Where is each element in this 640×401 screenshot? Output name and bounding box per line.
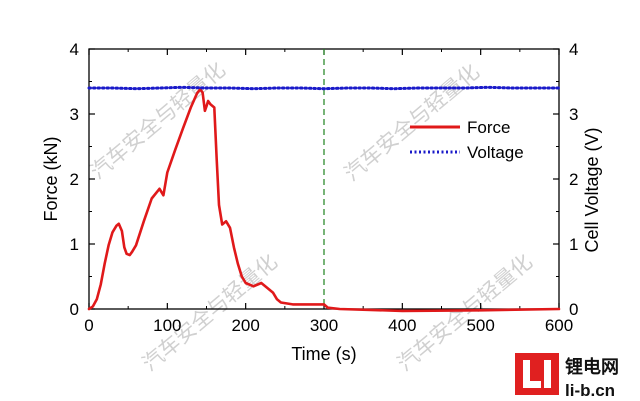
legend: Force Voltage xyxy=(410,118,524,162)
y-left-tick-label: 4 xyxy=(70,40,79,59)
x-tick-label: 100 xyxy=(153,316,181,335)
logo-mark-bar xyxy=(544,360,551,388)
y-axis-right-title: Cell Voltage (V) xyxy=(582,127,602,252)
watermark: 汽车安全与轻量化 xyxy=(86,57,230,183)
series-layer xyxy=(87,85,561,313)
series-line-voltage xyxy=(87,85,561,91)
y-right-tick-label: 4 xyxy=(569,40,578,59)
y-right-tick-label: 2 xyxy=(569,170,578,189)
logo-mark-bar xyxy=(523,381,541,388)
watermark: 汽车安全与轻量化 xyxy=(340,59,484,185)
y-left-tick-label: 1 xyxy=(70,235,79,254)
x-axis-title: Time (s) xyxy=(291,344,356,364)
y-left-tick-label: 2 xyxy=(70,170,79,189)
y-right-tick-label: 0 xyxy=(569,300,578,319)
y-right-tick-label: 3 xyxy=(569,105,578,124)
x-tick-label: 500 xyxy=(466,316,494,335)
x-tick-label: 200 xyxy=(231,316,259,335)
logo-mark-bar xyxy=(523,360,530,388)
series-line-force xyxy=(87,88,561,313)
legend-label-voltage: Voltage xyxy=(467,143,524,162)
y-left-tick-label: 3 xyxy=(70,105,79,124)
x-tick-label: 0 xyxy=(84,316,93,335)
logo-mark xyxy=(515,353,559,395)
x-tick-label: 300 xyxy=(310,316,338,335)
y-right-tick-label: 1 xyxy=(569,235,578,254)
logo-text-en: li-b.cn xyxy=(565,381,615,400)
x-tick-label: 400 xyxy=(388,316,416,335)
x-tick-label: 600 xyxy=(545,316,573,335)
y-left-tick-label: 0 xyxy=(70,300,79,319)
watermark: 汽车安全与轻量化 xyxy=(138,249,282,375)
legend-label-force: Force xyxy=(467,118,510,137)
logo-text-cn: 锂电网 xyxy=(565,356,619,378)
site-logo: 锂电网 li-b.cn xyxy=(515,353,619,400)
y-axis-left-title: Force (kN) xyxy=(41,137,61,222)
